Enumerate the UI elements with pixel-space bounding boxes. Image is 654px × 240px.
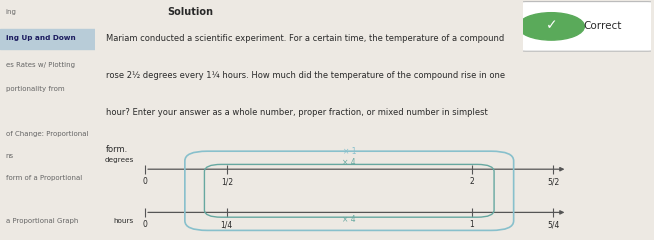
Text: 1/2: 1/2 bbox=[221, 177, 233, 186]
Text: 1: 1 bbox=[470, 220, 474, 229]
Circle shape bbox=[518, 13, 585, 40]
Text: 5/4: 5/4 bbox=[547, 220, 560, 229]
Text: Solution: Solution bbox=[167, 7, 213, 17]
Text: of Change: Proportional: of Change: Proportional bbox=[6, 132, 88, 137]
Text: × 4: × 4 bbox=[343, 158, 356, 167]
Text: ✓: ✓ bbox=[545, 18, 557, 32]
Text: hour? Enter your answer as a whole number, proper fraction, or mixed number in s: hour? Enter your answer as a whole numbe… bbox=[106, 108, 488, 117]
Text: ing: ing bbox=[6, 9, 16, 15]
Text: ns: ns bbox=[6, 153, 14, 159]
FancyBboxPatch shape bbox=[519, 2, 654, 51]
Text: 1/4: 1/4 bbox=[220, 220, 233, 229]
Text: rose 2½ degrees every 1¼ hours. How much did the temperature of the compound ris: rose 2½ degrees every 1¼ hours. How much… bbox=[106, 71, 505, 80]
Text: × 1: × 1 bbox=[343, 147, 356, 156]
Text: a Proportional Graph: a Proportional Graph bbox=[6, 218, 78, 224]
Text: Mariam conducted a scientific experiment. For a certain time, the temperature of: Mariam conducted a scientific experiment… bbox=[106, 34, 504, 43]
Text: ing Up and Down: ing Up and Down bbox=[6, 36, 75, 41]
Text: × 4: × 4 bbox=[343, 215, 356, 224]
Text: Correct: Correct bbox=[583, 21, 621, 31]
Text: 0: 0 bbox=[143, 177, 148, 186]
FancyBboxPatch shape bbox=[0, 29, 95, 49]
Text: 5/2: 5/2 bbox=[547, 177, 559, 186]
Text: 2: 2 bbox=[470, 177, 474, 186]
Text: 0: 0 bbox=[143, 220, 148, 229]
Text: form of a Proportional: form of a Proportional bbox=[6, 175, 82, 180]
Text: hours: hours bbox=[114, 218, 134, 224]
Text: es Rates w/ Plotting: es Rates w/ Plotting bbox=[6, 62, 75, 68]
Text: form.: form. bbox=[106, 145, 128, 154]
Text: degrees: degrees bbox=[105, 157, 134, 163]
Text: portionality from: portionality from bbox=[6, 86, 64, 92]
